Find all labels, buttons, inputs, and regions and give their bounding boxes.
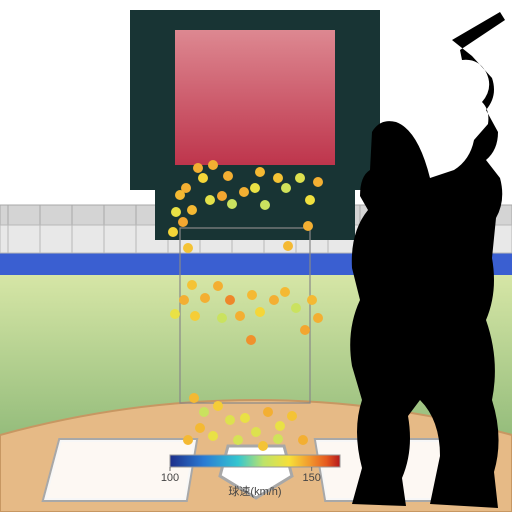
pitch-dot [275, 421, 285, 431]
pitch-dot [187, 205, 197, 215]
pitch-dot [250, 183, 260, 193]
pitch-dot [280, 287, 290, 297]
pitch-dot [199, 407, 209, 417]
colorbar-tick: 150 [302, 472, 320, 484]
scoreboard-screen [175, 30, 335, 165]
pitch-dot [298, 435, 308, 445]
pitch-dot [313, 177, 323, 187]
pitch-dot [181, 183, 191, 193]
pitch-dot [283, 241, 293, 251]
pitch-dot [208, 160, 218, 170]
pitch-dot [287, 411, 297, 421]
pitch-dot [205, 195, 215, 205]
pitch-dot [178, 217, 188, 227]
pitch-dot [305, 195, 315, 205]
colorbar [170, 455, 340, 467]
pitch-location-chart: 100 150 球速(km/h) [0, 0, 512, 512]
colorbar-tick: 100 [161, 472, 179, 484]
pitch-dot [281, 183, 291, 193]
pitch-dot [255, 307, 265, 317]
pitch-dot [217, 313, 227, 323]
pitch-dot [189, 393, 199, 403]
pitch-dot [303, 221, 313, 231]
pitch-dot [251, 427, 261, 437]
pitch-dot [179, 295, 189, 305]
pitch-dot [263, 407, 273, 417]
scoreboard-base [155, 190, 355, 240]
pitch-dot [291, 303, 301, 313]
pitch-dot [195, 423, 205, 433]
pitch-dot [213, 281, 223, 291]
pitch-dot [200, 293, 210, 303]
pitch-dot [213, 401, 223, 411]
pitch-dot [190, 311, 200, 321]
pitch-dot [258, 441, 268, 451]
pitch-dot [246, 335, 256, 345]
pitch-dot [227, 199, 237, 209]
pitch-dot [260, 200, 270, 210]
pitch-dot [223, 171, 233, 181]
pitch-dot [170, 309, 180, 319]
pitch-dot [255, 167, 265, 177]
pitch-dot [273, 434, 283, 444]
pitch-dot [300, 325, 310, 335]
pitch-dot [225, 415, 235, 425]
pitch-dot [240, 413, 250, 423]
pitch-dot [239, 187, 249, 197]
colorbar-label: 球速(km/h) [228, 484, 281, 498]
pitch-dot [208, 431, 218, 441]
pitch-dot [183, 435, 193, 445]
pitch-dot [198, 173, 208, 183]
pitch-dot [193, 163, 203, 173]
pitch-dot [307, 295, 317, 305]
pitch-dot [235, 311, 245, 321]
pitch-dot [233, 435, 243, 445]
pitch-dot [217, 191, 227, 201]
pitch-dot [273, 173, 283, 183]
pitch-dot [295, 173, 305, 183]
pitch-dot [183, 243, 193, 253]
pitch-dot [225, 295, 235, 305]
pitch-dot [187, 280, 197, 290]
pitch-dot [171, 207, 181, 217]
pitch-dot [269, 295, 279, 305]
pitch-dot [313, 313, 323, 323]
pitch-dot [247, 290, 257, 300]
pitch-dot [168, 227, 178, 237]
